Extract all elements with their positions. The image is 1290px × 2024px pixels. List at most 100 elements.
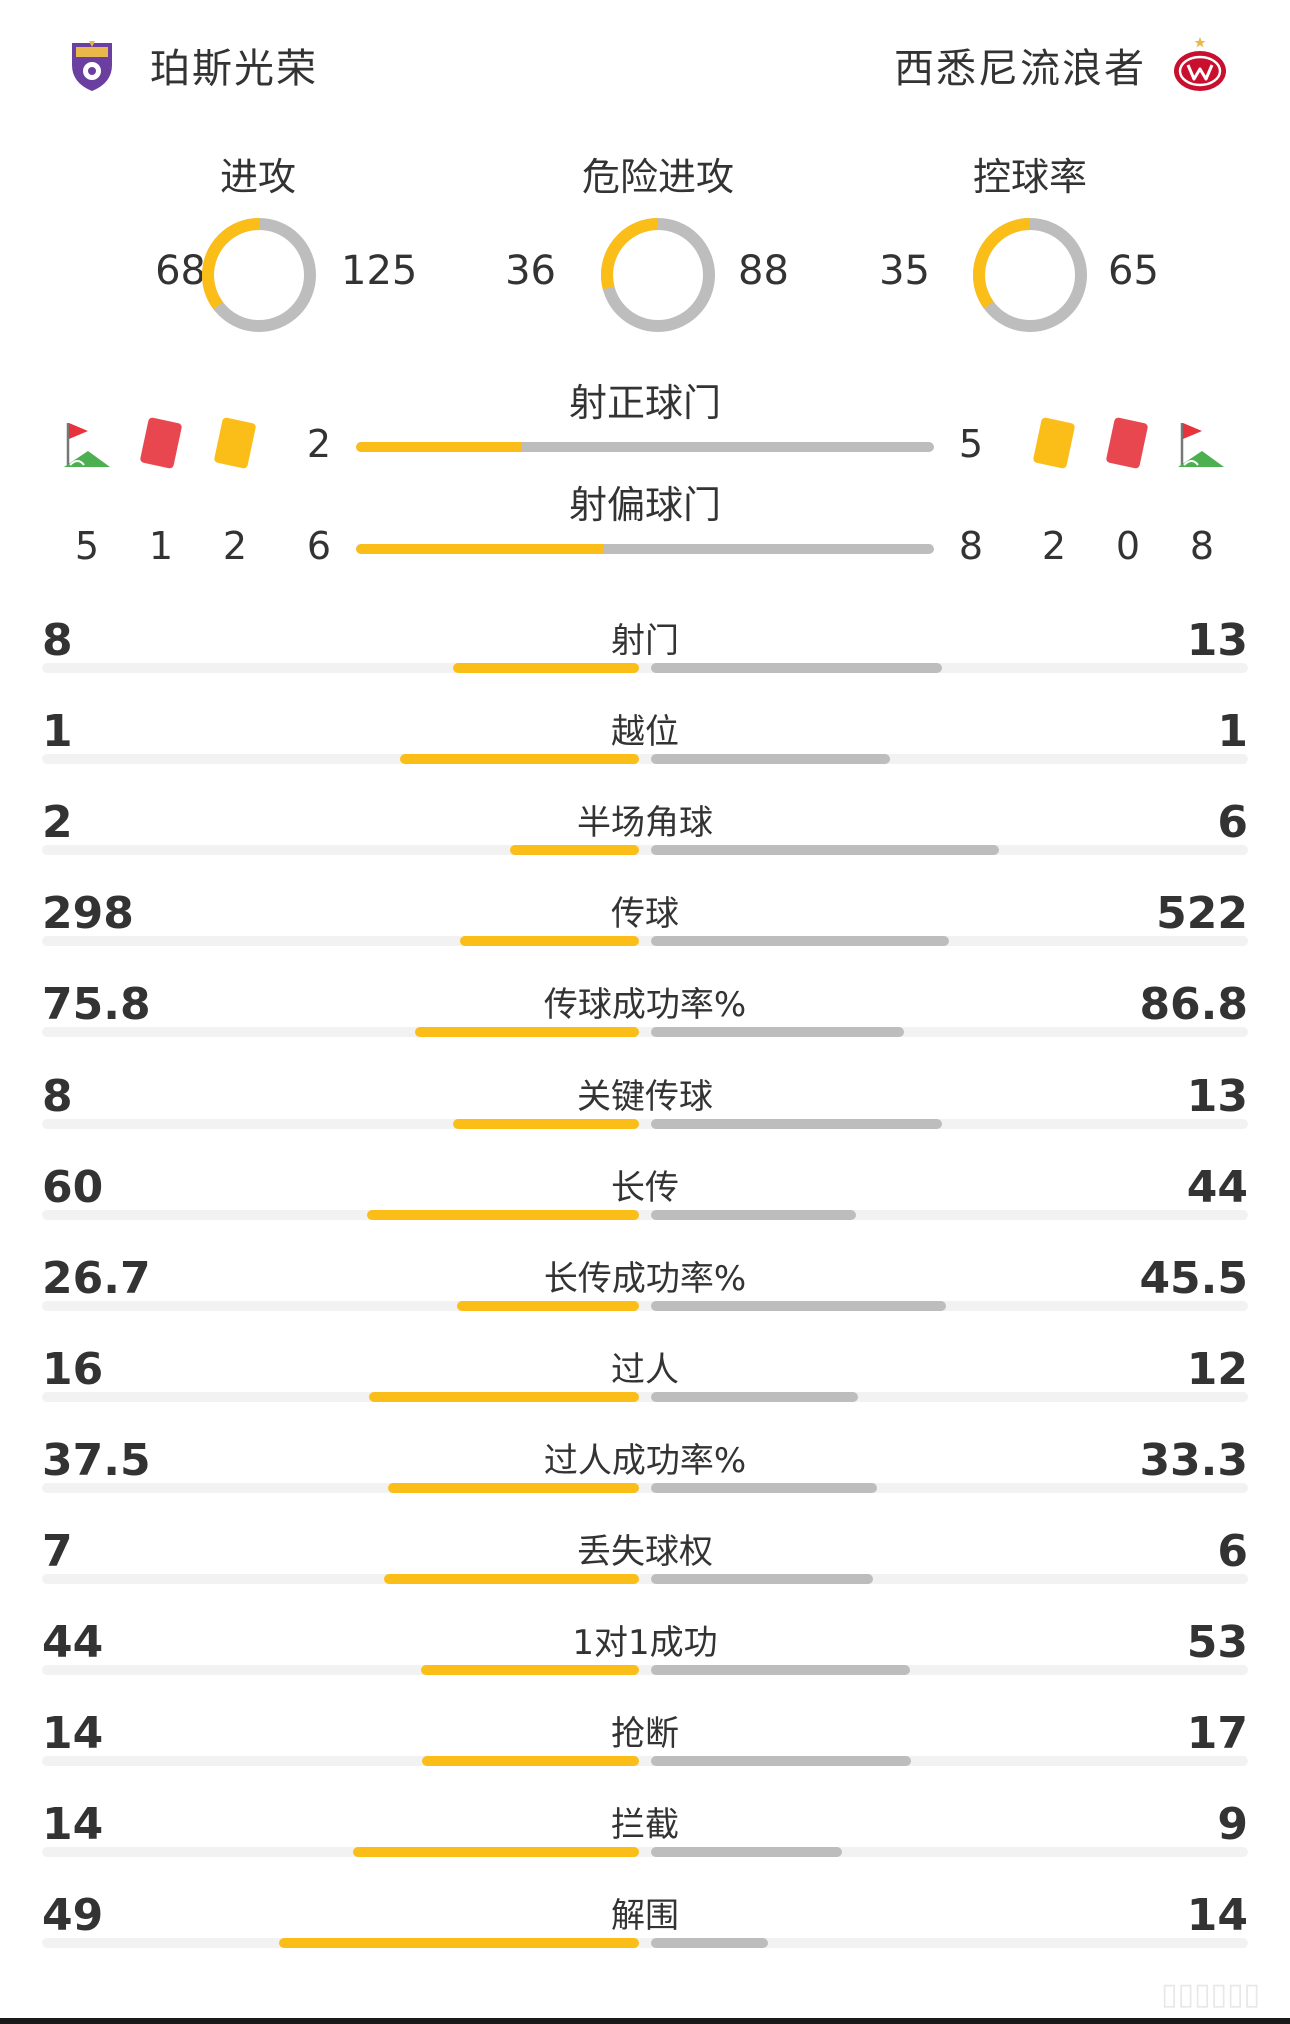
stat-away-bar <box>651 1665 910 1676</box>
shots-on-target-title: 射正球门 <box>568 381 721 425</box>
stat-label: 长传成功率% <box>543 1258 747 1299</box>
stat-home-bar <box>415 1027 639 1038</box>
away-team-header: 西悉尼流浪者 <box>894 30 1230 100</box>
stat-row: 14 抢断 17 <box>0 1698 1290 1789</box>
stat-away-bar <box>651 754 890 765</box>
stat-home-value: 7 <box>42 1526 73 1577</box>
stat-label: 射门 <box>611 621 679 661</box>
stat-away-value: 33.3 <box>1139 1434 1248 1486</box>
stat-row: 8 关键传球 13 <box>0 1061 1290 1152</box>
shots-on-target-home: 2 <box>306 422 332 466</box>
stat-home-value: 75.8 <box>42 979 151 1031</box>
stat-away-bar <box>651 1300 946 1311</box>
stat-label: 关键传球 <box>577 1076 713 1117</box>
stat-away-bar <box>651 1027 904 1038</box>
stat-row: 26.7 长传成功率% 45.5 <box>0 1243 1290 1334</box>
donut-home-value: 68 <box>155 248 206 294</box>
stat-away-value: 522 <box>1156 888 1248 940</box>
stat-row: 1 越位 1 <box>0 696 1290 787</box>
stat-home-bar <box>460 936 639 947</box>
stat-home-value: 60 <box>42 1161 104 1213</box>
stat-away-value: 17 <box>1186 1708 1248 1760</box>
donut-chart <box>202 218 316 332</box>
stat-home-bar <box>457 1300 639 1311</box>
stat-bar-track <box>42 1482 1248 1493</box>
stat-row: 75.8 传球成功率% 86.8 <box>0 969 1290 1060</box>
shots-on-target-bar <box>356 442 934 452</box>
stat-away-value: 44 <box>1186 1161 1248 1213</box>
donut-home-value: 36 <box>505 248 556 294</box>
stat-row: 8 射门 13 <box>0 605 1290 696</box>
stat-bar-track <box>42 1391 1248 1402</box>
stat-row: 60 长传 44 <box>0 1152 1290 1243</box>
stat-home-value: 8 <box>42 615 73 666</box>
stat-away-bar <box>651 936 949 947</box>
stat-away-bar <box>651 845 999 856</box>
home-yellow-card-icon <box>214 417 256 469</box>
stat-bar-track <box>42 1938 1248 1949</box>
stat-away-bar <box>651 1209 856 1220</box>
stat-home-value: 16 <box>42 1343 104 1395</box>
stat-away-value: 14 <box>1186 1890 1248 1942</box>
stat-bar-track <box>42 1209 1248 1220</box>
stat-row: 14 拦截 9 <box>0 1789 1290 1880</box>
stat-bar-track <box>42 1665 1248 1676</box>
home-yellow-cards-count: 2 <box>222 524 248 568</box>
stat-row: 7 丢失球权 6 <box>0 1516 1290 1607</box>
stat-away-bar <box>651 1482 877 1493</box>
stat-bar-track <box>42 754 1248 765</box>
stat-bar-track <box>42 1847 1248 1858</box>
stat-away-value: 6 <box>1217 797 1248 849</box>
donut-home-value: 35 <box>879 248 930 294</box>
stat-away-bar <box>651 1118 942 1129</box>
shots-off-target-away: 8 <box>958 524 984 568</box>
stat-home-bar <box>384 1574 639 1584</box>
perth-glory-logo-icon <box>72 41 112 91</box>
stat-row: 2 半场角球 6 <box>0 787 1290 878</box>
stat-home-value: 8 <box>42 1070 73 1122</box>
stat-label: 过人 <box>611 1349 679 1390</box>
donut-away-value: 88 <box>738 248 789 294</box>
stat-home-bar <box>422 1756 639 1767</box>
stat-home-bar <box>510 845 639 856</box>
stat-home-value: 44 <box>42 1617 104 1669</box>
away-corners-count: 8 <box>1189 524 1215 568</box>
stat-bar-track <box>42 936 1248 947</box>
shots-off-target-home: 6 <box>306 524 332 568</box>
shots-on-target-away: 5 <box>958 422 984 466</box>
stat-away-value: 86.8 <box>1139 979 1248 1031</box>
shots-off-target-home-fill <box>356 544 604 554</box>
donut-chart <box>973 218 1087 332</box>
away-corner-flag-icon <box>1178 423 1224 467</box>
stat-home-value: 49 <box>42 1890 104 1942</box>
stat-label: 过人成功率% <box>543 1440 747 1481</box>
stat-away-value: 6 <box>1217 1526 1248 1577</box>
away-team-name: 西悉尼流浪者 <box>894 46 1146 92</box>
stat-away-bar <box>651 663 942 673</box>
stat-home-value: 298 <box>42 888 134 940</box>
home-team-header: 珀斯光荣 <box>62 30 318 100</box>
away-yellow-card-icon <box>1033 417 1075 469</box>
donut-chart <box>601 218 715 332</box>
stat-home-value: 14 <box>42 1708 104 1760</box>
stat-home-value: 14 <box>42 1799 104 1851</box>
stat-bar-track <box>42 1574 1248 1584</box>
stat-label: 越位 <box>611 712 679 753</box>
stat-home-value: 1 <box>42 706 73 758</box>
stat-bar-track <box>42 1756 1248 1767</box>
stat-label: 丢失球权 <box>577 1532 713 1572</box>
donut-title: 控球率 <box>972 155 1087 199</box>
stat-home-bar <box>400 754 639 765</box>
donut-dangerous-attack: 危险进攻 36 88 <box>478 140 838 350</box>
stat-label: 半场角球 <box>577 803 713 844</box>
stat-away-value: 1 <box>1217 706 1248 758</box>
stat-bar-track <box>42 1118 1248 1129</box>
stat-away-value: 13 <box>1186 615 1248 666</box>
stat-home-bar <box>279 1938 639 1949</box>
watermark-decoration: ▯▯▯▯▯▯ <box>1160 1977 1260 2012</box>
stat-home-bar <box>367 1209 639 1220</box>
home-corners-count: 5 <box>74 524 100 568</box>
shots-on-target-home-fill <box>356 442 522 452</box>
stat-away-value: 45.5 <box>1139 1252 1248 1304</box>
stat-bar-track <box>42 1027 1248 1038</box>
